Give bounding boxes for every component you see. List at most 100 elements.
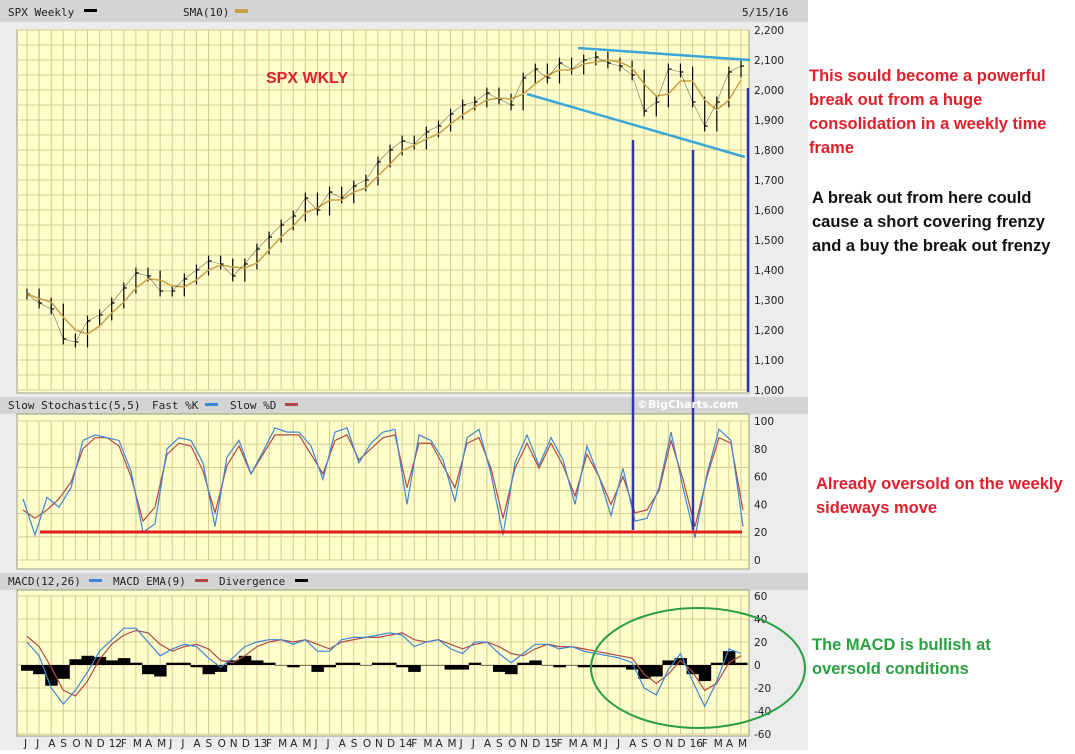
x-tick-label: M [593,738,602,750]
y-tick-label: 1,500 [754,235,784,247]
x-tick-label: N [85,738,93,750]
divergence-bar [432,665,445,666]
y-tick-label: -60 [754,729,771,741]
x-tick-label: N [665,738,673,750]
sma-label: SMA(10) [183,6,229,19]
price-plot-area [16,29,750,394]
divergence-bar [33,665,46,675]
slow-d-line [22,434,744,527]
y-tick-label: 1,200 [754,325,784,337]
x-tick-label: N [520,738,528,750]
x-tick-label: 12 [109,738,122,750]
y-tick-label: 1,900 [754,115,784,127]
y-tick-label: 100 [754,416,774,428]
macd-title: MACD(12,26) [8,575,81,588]
divergence-bar [674,658,687,665]
macd-ema-swatch [195,579,208,582]
y-tick-label: 0 [754,660,761,672]
divergence-bar [166,662,179,665]
breakout-note: This sould become a powerful break out f… [809,67,1047,157]
divergence-bar [93,656,107,665]
divergence-bar [662,660,675,665]
divergence-bar [553,665,566,668]
macd-swatch [89,579,102,582]
y-tick-label: 40 [754,499,767,511]
x-tick-label: O [508,738,516,750]
divergence-bar [287,665,300,668]
x-tick-label: A [290,738,298,750]
channel-upper-trendline [577,46,751,62]
divergence-bar [190,665,203,668]
x-tick-label: J [180,738,184,750]
divergence-bar [396,665,409,668]
y-tick-label: 0 [754,555,761,567]
x-tick-label: F [121,738,127,750]
x-tick-label: J [459,738,463,750]
x-tick-label: D [532,738,540,750]
x-tick-label: S [641,738,648,750]
divergence-bar [722,651,736,665]
divergence-bar [311,665,324,672]
x-tick-label: M [157,738,166,750]
y-tick-label: 60 [754,472,767,484]
stochastic-plot-area [16,413,750,570]
sma-legend-swatch [235,9,248,13]
y-tick-label: 1,800 [754,145,784,157]
divergence-bar [408,665,421,672]
y-tick-label: 2,200 [754,25,784,37]
y-tick-label: 20 [754,637,767,649]
divergence-bar [263,662,276,665]
sma-line [26,59,742,335]
y-tick-label: 2,100 [754,55,784,67]
price-series [26,51,744,348]
y-tick-label: 1,600 [754,205,784,217]
divergence-bar [238,655,252,665]
divergence-bar [613,665,627,668]
x-tick-label: D [97,738,105,750]
divergence-bar [347,662,361,665]
x-axis-labels: J J A S O N D 12F M A M J J A S O N D 13F M A M J J A S O N D 14F M A M J… [23,738,747,750]
divergence-bar [517,662,530,665]
x-tick-label: M [278,738,287,750]
x-tick-label: A [193,738,201,750]
macd-line [26,627,742,708]
x-tick-label: J [471,738,475,750]
x-tick-label: F [266,738,272,750]
watermark: ©BigCharts.com [637,398,738,411]
x-tick-label: 13 [254,738,267,750]
x-tick-label: F [411,738,417,750]
x-tick-label: 14 [399,738,413,750]
divergence-bar [480,665,494,666]
x-tick-label: N [375,738,383,750]
price-close-line [26,56,742,343]
divergence-bar [589,665,603,668]
divergence-bar [710,662,724,665]
divergence-bar [57,665,70,679]
x-tick-label: O [363,738,371,750]
divergence-bar [214,665,228,672]
divergence-bar [275,665,288,666]
chart-date: 5/15/16 [742,6,788,19]
divergence-bar [492,665,506,672]
x-tick-label: J [604,738,608,750]
divergence-bar [468,662,482,665]
channel-lower-trendline [526,92,746,159]
divergence-bar [686,665,700,675]
chart-title: SPX WKLY [266,70,348,87]
divergence-bar [698,665,712,682]
x-tick-label: J [616,738,620,750]
divergence-bar [69,659,82,665]
x-tick-label: D [677,738,685,750]
x-tick-label: A [145,738,153,750]
macd-ema-label: MACD EMA(9) [113,575,186,588]
x-tick-label: J [168,738,172,750]
divergence-bar [359,665,373,666]
divergence-bar [577,665,591,668]
x-tick-label: D [242,738,250,750]
divergence-bar [371,662,385,665]
divergence-bar [129,662,143,665]
divergence-bar [335,662,349,665]
x-tick-label: F [556,738,562,750]
divergence-bar [456,665,470,670]
